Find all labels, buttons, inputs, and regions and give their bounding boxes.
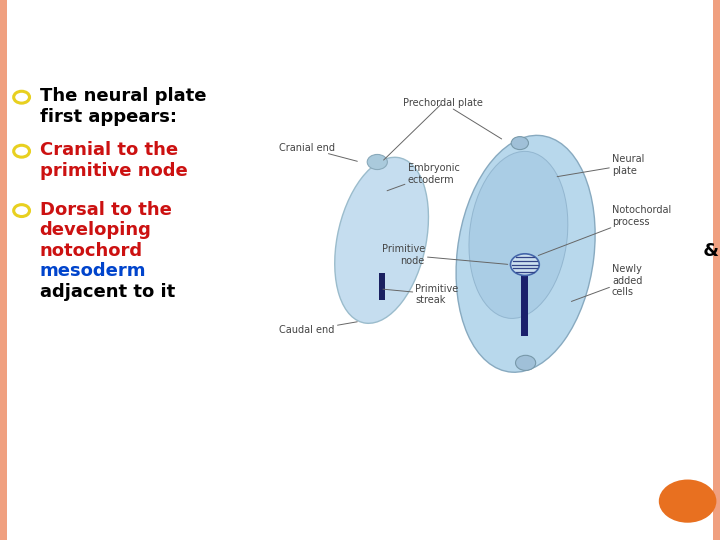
Text: The neural plate: The neural plate — [40, 87, 206, 105]
FancyBboxPatch shape — [521, 266, 528, 336]
Text: Cranial to the: Cranial to the — [40, 141, 178, 159]
Text: Caudal end: Caudal end — [279, 322, 357, 335]
Text: Dorsal to the: Dorsal to the — [40, 201, 171, 219]
FancyBboxPatch shape — [0, 0, 7, 540]
Text: Notochordal
process: Notochordal process — [539, 205, 671, 255]
Circle shape — [510, 254, 539, 275]
Text: & the: & the — [697, 242, 720, 260]
Ellipse shape — [456, 136, 595, 372]
FancyBboxPatch shape — [713, 0, 720, 540]
Text: developing: developing — [40, 221, 151, 239]
Ellipse shape — [469, 151, 568, 319]
Text: Embryonic
ectoderm: Embryonic ectoderm — [387, 163, 459, 191]
Text: Primitive
streak: Primitive streak — [383, 284, 459, 305]
Text: primitive node: primitive node — [40, 162, 187, 180]
Circle shape — [516, 355, 536, 370]
Text: Prechordal plate: Prechordal plate — [403, 98, 502, 139]
Text: first appears:: first appears: — [40, 108, 176, 126]
Text: Cranial end: Cranial end — [279, 143, 357, 161]
Text: adjacent to it: adjacent to it — [40, 283, 175, 301]
Ellipse shape — [335, 157, 428, 323]
Text: notochord: notochord — [40, 242, 143, 260]
Circle shape — [367, 154, 387, 170]
Text: Primitive
node: Primitive node — [382, 244, 508, 266]
Circle shape — [659, 480, 716, 523]
FancyBboxPatch shape — [379, 273, 385, 300]
Text: mesoderm: mesoderm — [40, 262, 146, 280]
Text: Neural
plate: Neural plate — [557, 154, 644, 177]
Circle shape — [511, 137, 528, 150]
Text: Newly
added
cells: Newly added cells — [572, 264, 642, 301]
